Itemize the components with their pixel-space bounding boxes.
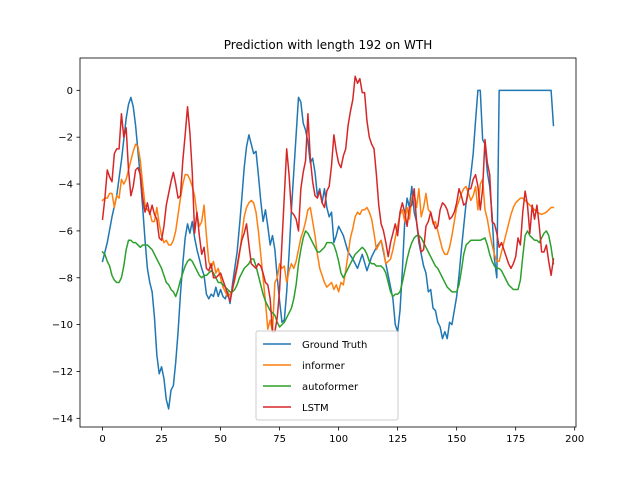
y-tick-label: 0 xyxy=(67,86,73,97)
series-line-ground-truth xyxy=(101,89,555,410)
series-line-lstm xyxy=(101,75,555,333)
x-tick-label: 25 xyxy=(155,434,168,445)
y-tick-label: −12 xyxy=(52,367,73,378)
x-tick-label: 0 xyxy=(99,434,105,445)
x-tick-label: 200 xyxy=(565,434,584,445)
legend-label-informer: informer xyxy=(302,361,346,372)
chart-title: Prediction with length 192 on WTH xyxy=(224,38,432,52)
x-tick-label: 100 xyxy=(329,434,348,445)
legend: Ground Truth informer autoformer LSTM xyxy=(255,330,399,421)
y-tick-label: −14 xyxy=(52,414,73,425)
x-tick-label: 50 xyxy=(214,434,227,445)
y-axis: 0 −2 −4 −6 −8 −10 −12 −14 xyxy=(52,86,80,425)
series-line-autoformer xyxy=(101,230,555,328)
x-tick-label: 150 xyxy=(447,434,466,445)
series-line-informer xyxy=(101,143,555,333)
x-tick-label: 175 xyxy=(506,434,525,445)
legend-box xyxy=(255,330,399,421)
y-tick-label: −8 xyxy=(58,273,73,284)
y-tick-label: −2 xyxy=(58,133,73,144)
x-axis: 0 25 50 75 100 125 150 175 200 xyxy=(99,427,584,445)
y-tick-label: −6 xyxy=(58,226,73,237)
y-tick-label: −4 xyxy=(58,180,73,191)
x-tick-label: 75 xyxy=(273,434,286,445)
legend-label-lstm: LSTM xyxy=(302,403,329,414)
series-layer xyxy=(101,75,555,410)
plot-frame xyxy=(79,57,577,428)
legend-label-autoformer: autoformer xyxy=(302,382,359,393)
y-tick-label: −10 xyxy=(52,320,73,331)
legend-label-ground-truth: Ground Truth xyxy=(302,340,367,351)
x-tick-label: 125 xyxy=(388,434,407,445)
